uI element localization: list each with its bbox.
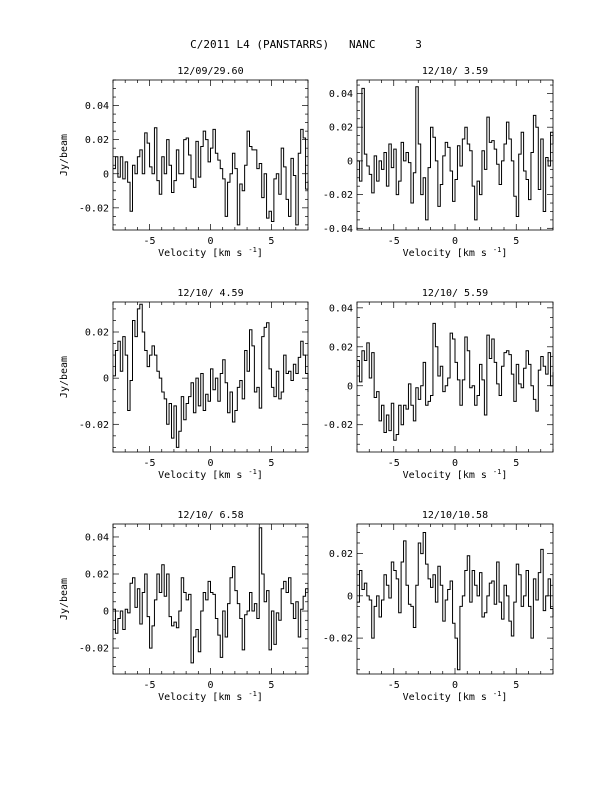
- x-tick-label: -5: [144, 680, 156, 691]
- y-tick-label: 0: [103, 374, 109, 385]
- page-title: C/2011 L4 (PANSTARRS) NANC 3: [190, 38, 422, 51]
- x-tick-label: 0: [452, 458, 458, 469]
- chart-panel: -5 0 5 -0.02 0 0.02 12/10/ 4.59 Velocity [km s …: [59, 288, 309, 481]
- y-tick-label: 0.04: [85, 101, 109, 112]
- spectrum-line: [113, 127, 309, 226]
- y-tick-label: 0: [347, 156, 353, 167]
- x-axis-label: Velocity [km s -1]: [158, 246, 263, 259]
- x-tick-label: 0: [452, 680, 458, 691]
- y-tick-label: 0: [347, 591, 353, 602]
- x-axis-label: Velocity [km s -1]: [403, 246, 508, 259]
- spectrum-line: [357, 322, 554, 441]
- y-tick-label: -0.02: [323, 634, 353, 645]
- chart-panel: -5 0 5 -0.04 -0.02 0 0.02 0.04 12/10/ 3.59 Veloci…: [323, 66, 554, 259]
- x-tick-label: 0: [207, 236, 213, 247]
- y-tick-label: -0.02: [79, 420, 109, 431]
- x-tick-label: 0: [452, 236, 458, 247]
- chart-panel: -5 0 5 -0.02 0 0.02 0.04 12/10/ 5.59 Velocity [k…: [323, 288, 554, 481]
- panel-title: 12/10/ 4.59: [177, 288, 243, 299]
- x-tick-label: 5: [268, 680, 274, 691]
- chart-panel: -5 0 5 -0.02 0 0.02 0.04 12/10/ 6.58 Velocity [k…: [59, 510, 309, 703]
- x-tick-label: 5: [268, 458, 274, 469]
- x-axis-label: Velocity [km s -1]: [403, 690, 508, 703]
- x-tick-label: -5: [144, 236, 156, 247]
- y-tick-label: 0.04: [85, 532, 109, 543]
- y-tick-label: 0.02: [85, 328, 109, 339]
- y-tick-label: 0.04: [329, 303, 353, 314]
- y-tick-label: 0.02: [329, 342, 353, 353]
- x-tick-label: -5: [388, 458, 400, 469]
- y-tick-label: 0.02: [85, 135, 109, 146]
- panel-title: 12/09/29.60: [177, 66, 243, 77]
- chart-panel: -5 0 5 -0.02 0 0.02 12/10/10.58 Velocity [km s …: [323, 510, 554, 703]
- x-tick-label: -5: [144, 458, 156, 469]
- panel-title: 12/10/ 5.59: [422, 288, 488, 299]
- y-tick-label: -0.02: [79, 203, 109, 214]
- y-tick-label: 0: [103, 607, 109, 618]
- panel-title: 12/10/10.58: [422, 510, 488, 521]
- y-tick-label: 0: [347, 381, 353, 392]
- y-tick-label: 0: [103, 169, 109, 180]
- y-tick-label: 0.04: [329, 89, 353, 100]
- x-tick-label: -5: [388, 680, 400, 691]
- y-axis-label: Jy/beam: [59, 578, 70, 620]
- spectrum-line: [113, 303, 309, 448]
- x-tick-label: 5: [513, 236, 519, 247]
- y-axis-label: Jy/beam: [59, 356, 70, 398]
- chart-panel: -5 0 5 -0.02 0 0.02 0.04 12/09/29.60 Velocity [k…: [59, 66, 309, 259]
- y-tick-label: -0.02: [323, 420, 353, 431]
- x-axis-label: Velocity [km s -1]: [158, 690, 263, 703]
- x-tick-label: 0: [207, 458, 213, 469]
- x-tick-label: 0: [207, 680, 213, 691]
- x-tick-label: 5: [513, 458, 519, 469]
- y-tick-label: -0.04: [323, 224, 353, 235]
- spectrum-line: [357, 86, 554, 221]
- x-axis-label: Velocity [km s -1]: [403, 468, 508, 481]
- x-tick-label: -5: [388, 236, 400, 247]
- spectrum-line: [357, 531, 554, 671]
- x-tick-label: 5: [268, 236, 274, 247]
- y-tick-label: 0.02: [329, 123, 353, 134]
- x-tick-label: 5: [513, 680, 519, 691]
- y-tick-label: 0.02: [329, 549, 353, 560]
- y-tick-label: -0.02: [79, 644, 109, 655]
- x-axis-label: Velocity [km s -1]: [158, 468, 263, 481]
- y-tick-label: -0.02: [323, 190, 353, 201]
- y-tick-label: 0.02: [85, 570, 109, 581]
- y-axis-label: Jy/beam: [59, 134, 70, 176]
- panel-title: 12/10/ 3.59: [422, 66, 488, 77]
- spectrum-line: [113, 527, 309, 664]
- panel-title: 12/10/ 6.58: [177, 510, 243, 521]
